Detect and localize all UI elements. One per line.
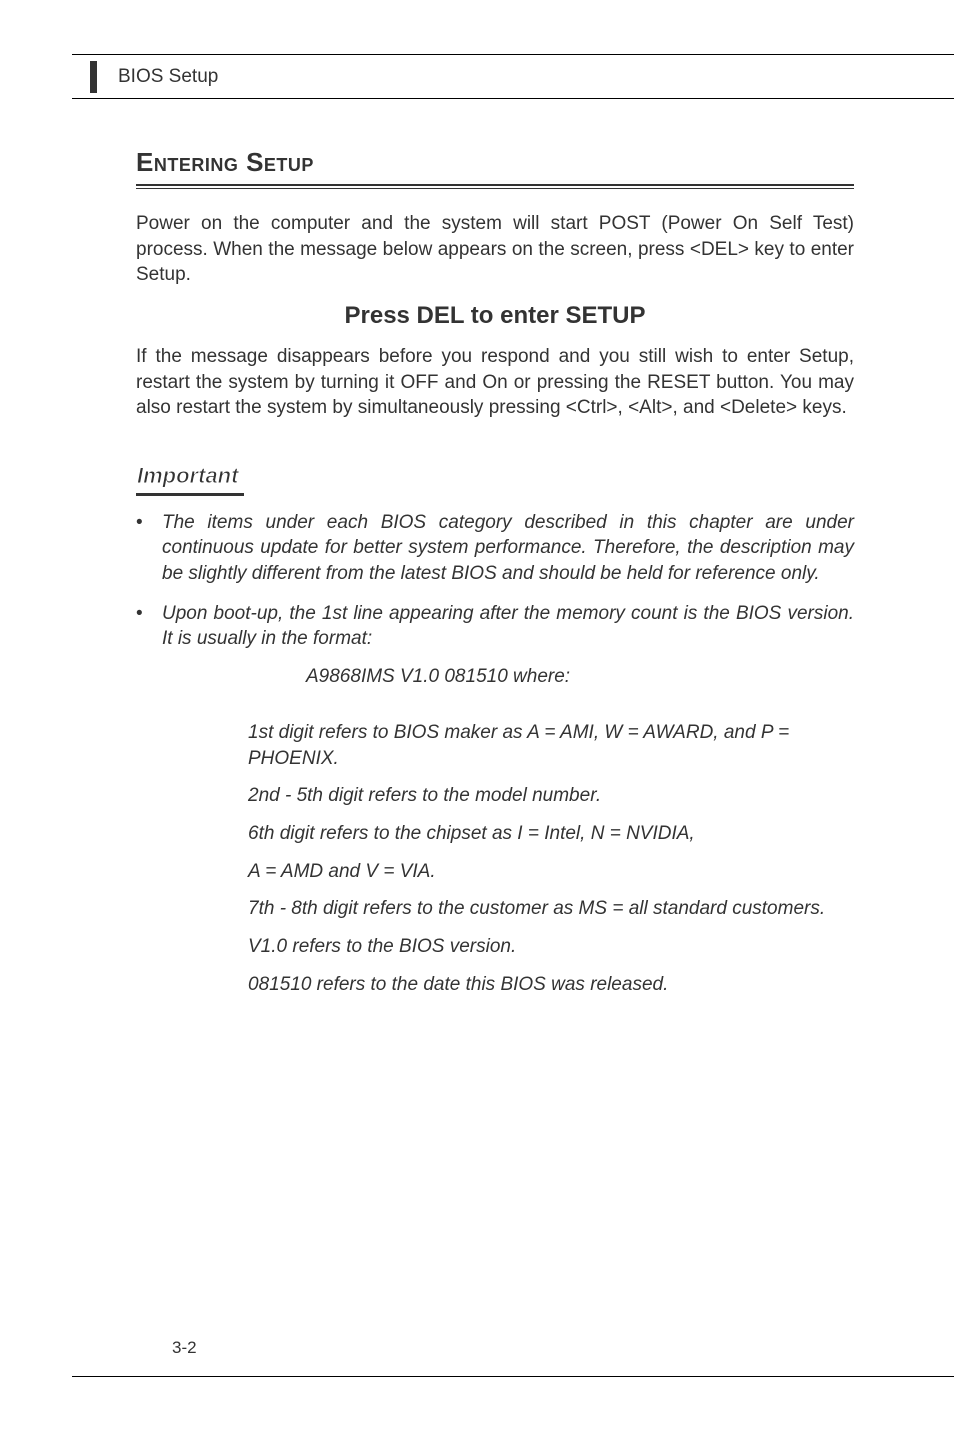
explain-line: A = AMD and V = VIA. xyxy=(248,859,854,885)
page-content: Entering Setup Power on the computer and… xyxy=(72,99,954,997)
bullet-icon: • xyxy=(136,601,162,652)
press-del-message: Press DEL to enter SETUP xyxy=(136,302,854,330)
explain-line: 1st digit refers to BIOS maker as A = AM… xyxy=(248,720,854,771)
title-rule-thick xyxy=(136,184,854,186)
explain-line: 2nd - 5th digit refers to the model numb… xyxy=(248,783,854,809)
header-section-label: BIOS Setup xyxy=(100,66,954,88)
page-frame: BIOS Setup Entering Setup Power on the c… xyxy=(72,54,954,1377)
title-rule-thin xyxy=(136,188,854,189)
list-item: • Upon boot-up, the 1st line appearing a… xyxy=(136,601,854,652)
explain-line: 081510 refers to the date this BIOS was … xyxy=(248,972,854,998)
important-underline xyxy=(136,493,854,496)
intro-paragraph-2: If the message disappears before you res… xyxy=(136,344,854,421)
important-list: • The items under each BIOS category des… xyxy=(136,510,854,652)
intro-paragraph-1: Power on the computer and the system wil… xyxy=(136,211,854,288)
important-rule-thin xyxy=(136,495,244,496)
version-example: A9868IMS V1.0 081510 where: xyxy=(248,666,854,688)
list-item-text: Upon boot-up, the 1st line appearing aft… xyxy=(162,601,854,652)
explain-line: 6th digit refers to the chipset as I = I… xyxy=(248,821,854,847)
page-number: 3-2 xyxy=(172,1338,197,1358)
version-explanation: 1st digit refers to BIOS maker as A = AM… xyxy=(248,720,854,997)
page-header: BIOS Setup xyxy=(72,55,954,98)
important-text-icon: Important xyxy=(136,463,256,489)
explain-line: V1.0 refers to the BIOS version. xyxy=(248,934,854,960)
bullet-icon: • xyxy=(136,510,162,587)
header-accent-icon xyxy=(90,61,97,93)
list-item-text: The items under each BIOS category descr… xyxy=(162,510,854,587)
svg-text:Important: Important xyxy=(137,463,240,488)
explain-line: 7th - 8th digit refers to the customer a… xyxy=(248,896,854,922)
important-heading: Important xyxy=(136,463,854,489)
section-title: Entering Setup xyxy=(136,147,854,178)
list-item: • The items under each BIOS category des… xyxy=(136,510,854,587)
